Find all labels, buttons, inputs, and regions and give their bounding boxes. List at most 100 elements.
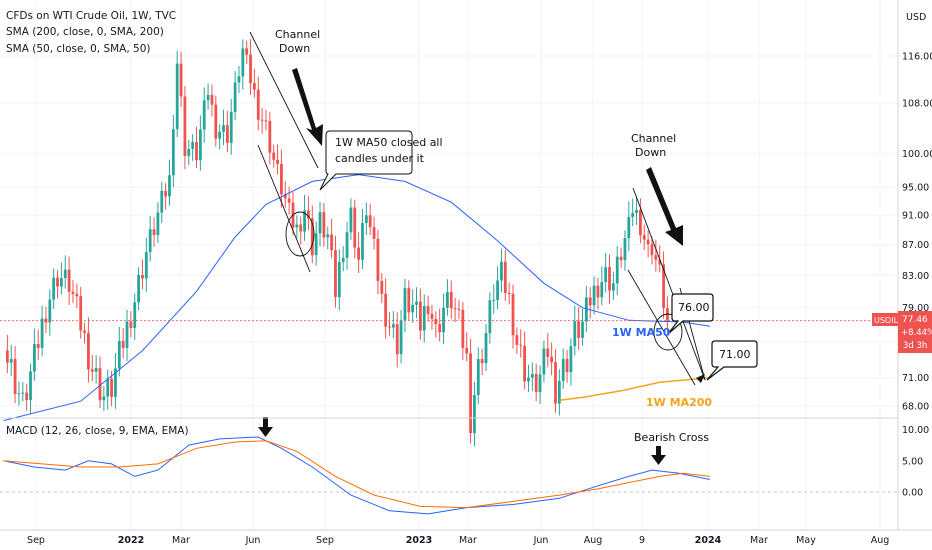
candle (21, 382, 25, 402)
candle (110, 370, 113, 407)
currency-label: USD (906, 12, 926, 23)
price-tick-label: 91.00 (902, 211, 929, 222)
target-76-label: 76.00 (678, 301, 710, 314)
candle (503, 250, 507, 301)
candle (129, 311, 133, 338)
candle (380, 273, 384, 304)
time-tick-label: 2023 (406, 535, 432, 546)
candle (152, 217, 156, 247)
candle (442, 293, 445, 345)
candle (264, 109, 268, 131)
candle (90, 355, 94, 381)
candle (592, 276, 596, 315)
candle (75, 283, 79, 308)
candle (156, 202, 160, 243)
time-tick-label: May (796, 535, 816, 546)
arrow-icons (258, 68, 705, 465)
target-71-callout: 71.00 (706, 340, 758, 381)
candle (611, 271, 615, 300)
candle (202, 87, 206, 143)
candle (168, 159, 171, 206)
time-tick-label: Sep (316, 535, 334, 546)
time-axis[interactable]: Sep 2022 Mar Jun Sep 2023 Mar Jun Aug 9 2024 Mar May… (27, 535, 889, 546)
candle (368, 203, 372, 235)
candle (249, 39, 252, 96)
candle (287, 186, 291, 215)
candle (13, 346, 17, 404)
candle (461, 301, 465, 360)
price-axis[interactable]: 68.0071.0075.0079.0083.0087.0091.0095.00… (902, 52, 932, 413)
candle (446, 279, 449, 316)
candle (534, 363, 538, 402)
candle (654, 239, 658, 272)
candle (121, 328, 125, 359)
time-tick-label: Aug (584, 535, 603, 546)
candle (334, 235, 337, 308)
candle (114, 352, 117, 409)
candle (639, 198, 642, 244)
candle (148, 216, 152, 262)
macd-tick-label: 10.00 (902, 425, 929, 436)
candle (253, 68, 256, 98)
candle (596, 277, 600, 310)
ma50-label: 1W MA50 (612, 326, 671, 339)
candles (5, 39, 669, 447)
candle (60, 262, 63, 295)
candle (87, 317, 90, 383)
candle (56, 269, 59, 299)
candle (299, 216, 303, 245)
time-tick-label: Mar (459, 535, 477, 546)
candle (403, 279, 407, 333)
time-tick-label: Sep (27, 535, 45, 546)
candle (233, 70, 237, 120)
candle (137, 267, 140, 311)
candle (71, 280, 75, 304)
macd-axis[interactable]: 0.00 5.00 10.00 (902, 425, 929, 499)
candle (9, 344, 13, 376)
candle (144, 237, 148, 292)
candle (361, 208, 364, 270)
macd-line (3, 436, 710, 515)
candle (276, 144, 279, 175)
symbol-badge-text: USOIL (874, 316, 899, 325)
price-tick-label: 83.00 (902, 271, 929, 282)
candle (83, 322, 86, 344)
candle (619, 247, 623, 269)
price-tick-label: 71.00 (902, 373, 929, 384)
candle (183, 86, 187, 170)
macd-tick-label: 5.00 (902, 456, 923, 467)
candle (488, 292, 492, 344)
candle (588, 287, 592, 319)
candle (229, 99, 233, 155)
candle (515, 327, 519, 355)
candle (260, 108, 264, 134)
price-tick-label: 87.00 (902, 240, 929, 251)
candle (384, 278, 388, 339)
candle (642, 224, 646, 251)
candle (453, 297, 457, 323)
candle (48, 289, 52, 336)
candle (511, 284, 515, 349)
candle (527, 364, 530, 392)
candle (175, 50, 179, 138)
candle (349, 198, 353, 241)
candle (438, 308, 442, 342)
candle (102, 386, 106, 411)
candle (314, 221, 318, 266)
channel-down-1-line1: Channel (275, 28, 320, 41)
candle (179, 51, 183, 108)
price-badge-value: 77.46 (902, 315, 928, 325)
candle (473, 382, 476, 447)
ma200-label: 1W MA200 (646, 396, 712, 409)
candle (418, 288, 422, 340)
candle (330, 218, 333, 259)
candle (465, 332, 469, 362)
candle (5, 335, 9, 374)
macd-tick-label: 0.00 (902, 488, 923, 499)
candle (79, 286, 83, 339)
time-tick-label: 2022 (118, 535, 144, 546)
candle (500, 248, 503, 293)
candle (52, 268, 56, 309)
